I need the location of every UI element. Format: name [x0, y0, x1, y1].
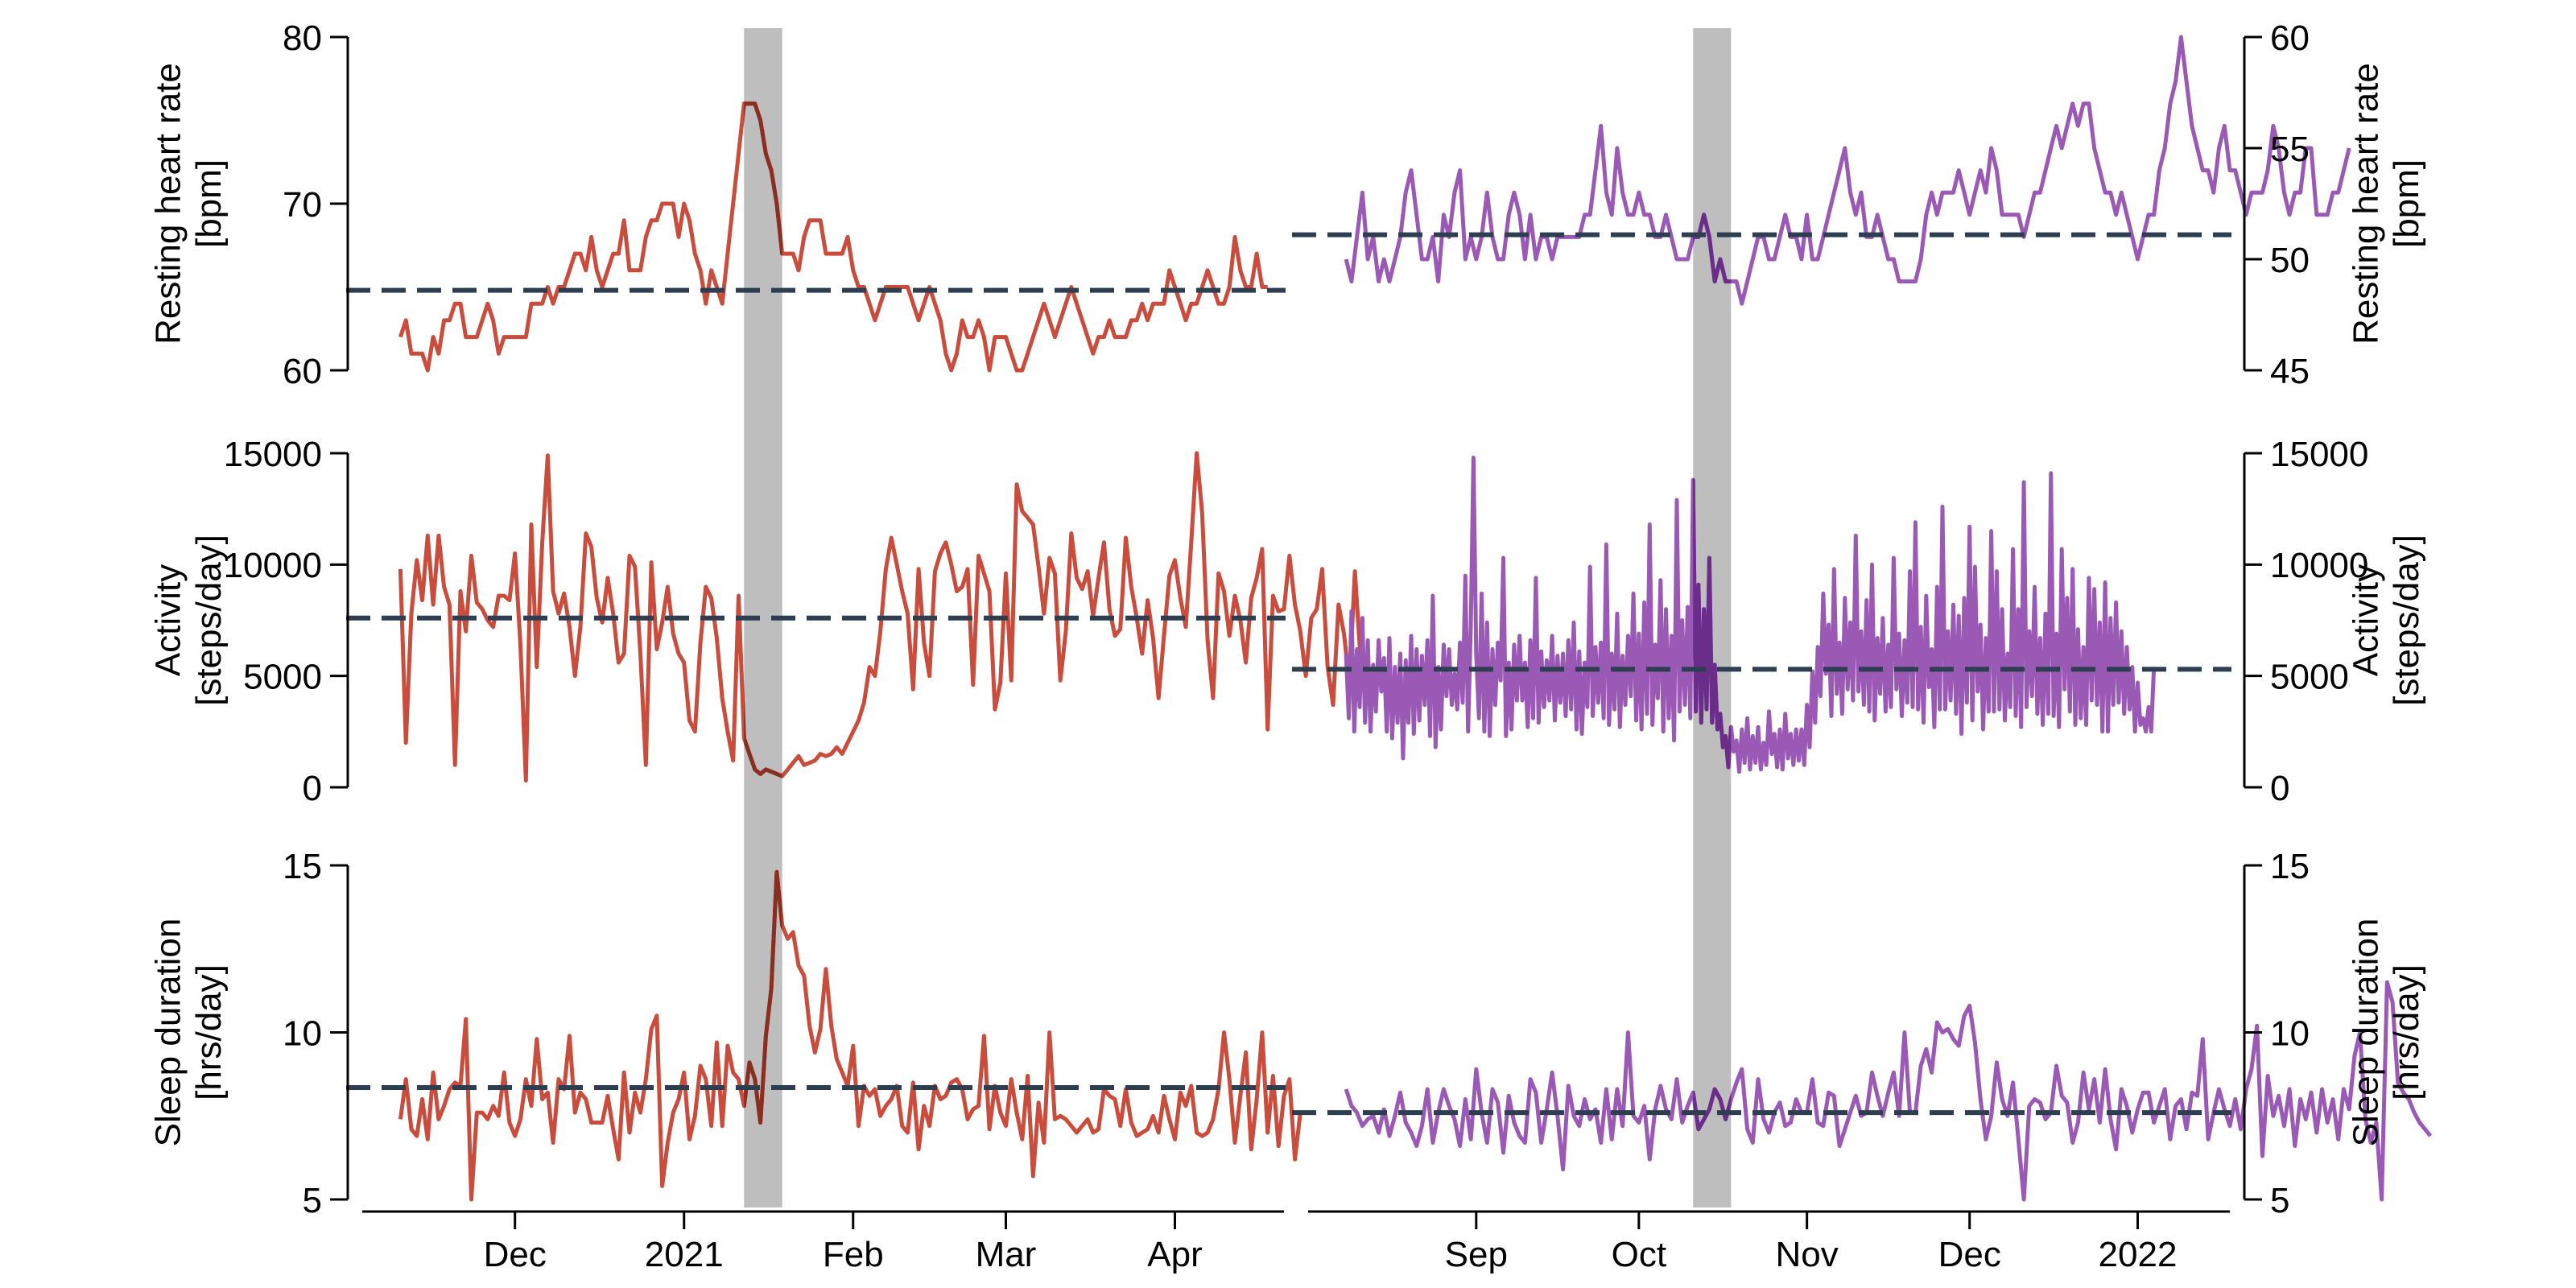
right-panel-row-1: 45 50 55 60 Resting heart rate[bpm]: [1292, 19, 2426, 391]
right-series-line-row-2: [1344, 456, 2157, 774]
right-y-axis-label-row-2: Activity[steps/day]: [2346, 535, 2426, 706]
left-y-tick-label-row-3: 5: [303, 1181, 322, 1220]
left-y-axis-label-row-1: Resting heart rate[bpm]: [148, 63, 229, 345]
left-y-tick-label-row-2: 10000: [224, 546, 322, 585]
left-x-tick-label: 2021: [645, 1235, 724, 1274]
right-y-axis-label-row-3: Sleep duration[hrs/day]: [2346, 919, 2426, 1147]
right-y-axis-label-line2-row-3: [hrs/day]: [2387, 964, 2426, 1100]
left-series-line-row-3: [398, 869, 1302, 1202]
left-y-tick-label-row-2: 15000: [224, 435, 322, 474]
left-y-axis-label-line2-row-3: [hrs/day]: [189, 964, 229, 1100]
left-x-tick-label: Mar: [976, 1235, 1037, 1274]
right-y-tick-label-row-2: 15000: [2270, 435, 2368, 474]
right-y-tick-label-row-2: 5000: [2270, 658, 2349, 697]
right-x-tick-label: 2022: [2099, 1235, 2178, 1274]
left-x-tick-label: Dec: [484, 1235, 547, 1274]
left-y-tick-label-row-1: 80: [283, 19, 322, 58]
left-x-tick-label: Feb: [823, 1235, 884, 1274]
right-y-axis-label-line2-row-1: [bpm]: [2387, 159, 2426, 248]
right-y-tick-label-row-1: 45: [2270, 352, 2310, 391]
left-y-tick-label-row-1: 70: [283, 185, 322, 225]
left-y-tick-label-row-3: 10: [283, 1013, 322, 1053]
left-y-axis-label-line2-row-2: [steps/day]: [189, 535, 229, 706]
right-y-tick-label-row-2: 10000: [2270, 546, 2368, 585]
left-y-tick-label-row-2: 0: [303, 769, 322, 808]
right-y-tick-label-row-1: 60: [2270, 19, 2310, 58]
left-y-axis-label-line2-row-1: [bpm]: [189, 159, 229, 248]
left-series-line-row-1: [398, 101, 1268, 373]
right-y-tick-label-row-2: 0: [2270, 769, 2289, 808]
right-y-axis-label-line1-row-3: Sleep duration: [2346, 919, 2385, 1147]
right-y-tick-label-row-3: 15: [2270, 847, 2310, 886]
left-panel-row-2: 0 5000 10000 15000 Activity[steps/day]: [148, 435, 1368, 808]
left-y-axis-label-row-2: Activity[steps/day]: [148, 535, 229, 706]
left-y-axis-label-line1-row-3: Sleep duration: [148, 919, 188, 1147]
left-series-highlight-row-1: [744, 101, 782, 256]
right-panel-row-2: 0 5000 10000 15000 Activity[steps/day]: [1292, 435, 2426, 808]
right-x-tick-label: Oct: [1612, 1235, 1666, 1274]
left-series-highlight-row-3: [744, 869, 782, 1125]
right-y-axis-label-line1-row-2: Activity: [2346, 564, 2385, 676]
right-x-tick-label: Dec: [1938, 1235, 2001, 1274]
right-y-tick-label-row-3: 5: [2270, 1181, 2289, 1220]
left-panel-row-1: 60 70 80 Resting heart rate[bpm]: [148, 19, 1286, 391]
left-y-tick-label-row-3: 15: [283, 847, 322, 886]
left-y-axis-label-line1-row-2: Activity: [148, 564, 188, 676]
right-y-tick-label-row-3: 10: [2270, 1013, 2310, 1053]
left-panel-row-3: 5 10 15 Sleep duration[hrs/day]: [148, 847, 1302, 1220]
left-y-axis-label-line1-row-1: Resting heart rate: [148, 63, 188, 345]
left-series-line-row-2: [398, 451, 1368, 783]
right-series-line-row-3: [1344, 980, 2433, 1202]
right-y-axis-label-line1-row-1: Resting heart rate: [2346, 63, 2385, 345]
right-series-line-row-1: [1344, 35, 2351, 306]
right-y-tick-label-row-1: 55: [2270, 130, 2310, 169]
right-x-tick-label: Sep: [1445, 1235, 1508, 1274]
right-y-axis-label-row-1: Resting heart rate[bpm]: [2346, 63, 2426, 345]
left-y-axis-label-row-3: Sleep duration[hrs/day]: [148, 919, 229, 1147]
right-x-tick-label: Nov: [1776, 1235, 1839, 1274]
right-panel-row-3: 5 10 15 Sleep duration[hrs/day]: [1292, 847, 2433, 1220]
right-y-axis-label-line2-row-2: [steps/day]: [2387, 535, 2426, 706]
left-y-tick-label-row-1: 60: [283, 352, 322, 391]
right-y-tick-label-row-1: 50: [2270, 241, 2310, 280]
left-y-tick-label-row-2: 5000: [243, 658, 322, 697]
left-x-tick-label: Apr: [1147, 1235, 1202, 1274]
